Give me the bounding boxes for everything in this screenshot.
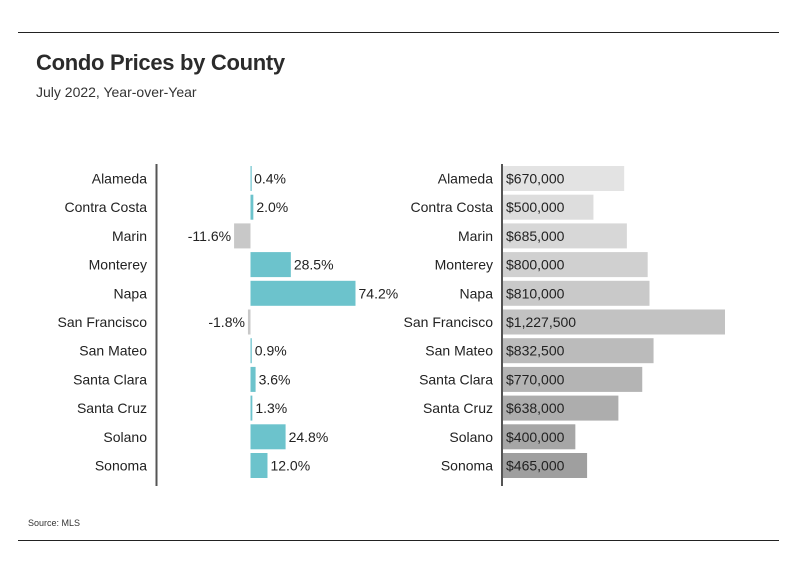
change-category-label-san-francisco: San Francisco [58,314,148,330]
change-category-label-san-mateo: San Mateo [79,343,147,359]
change-value-label-san-mateo: 0.9% [255,343,287,359]
change-category-label-santa-clara: Santa Clara [73,371,147,387]
price-value-label-santa-clara: $770,000 [506,371,565,387]
price-bar-san-francisco [503,309,725,335]
change-value-label-san-francisco: -1.8% [208,314,245,330]
change-category-label-contra-costa: Contra Costa [65,199,148,215]
change-bar-marin [234,223,251,249]
change-value-label-monterey: 28.5% [294,257,334,273]
change-bar-alameda [250,166,252,191]
change-value-label-marin: -11.6% [188,228,231,244]
price-category-label-monterey: Monterey [435,257,493,273]
change-bar-solano [250,424,286,450]
price-category-label-san-francisco: San Francisco [404,314,494,330]
change-value-label-solano: 24.8% [289,429,329,445]
price-category-label-alameda: Alameda [438,171,493,187]
price-bar-marin [503,223,627,249]
chart-title: Condo Prices by County [36,50,285,75]
change-value-label-santa-clara: 3.6% [259,371,291,387]
price-value-label-alameda: $670,000 [506,171,565,187]
price-value-label-san-mateo: $832,500 [506,343,565,359]
change-category-label-napa: Napa [114,285,148,301]
change-category-label-sonoma: Sonoma [95,458,147,474]
price-category-label-marin: Marin [458,228,493,244]
change-category-label-santa-cruz: Santa Cruz [77,400,147,416]
price-category-label-napa: Napa [460,285,494,301]
price-bar-san-mateo [503,338,654,364]
source-note: Source: MLS [28,518,81,528]
price-bar-solano [503,424,576,450]
price-bar-santa-cruz [503,395,619,421]
price-bar-monterey [503,252,648,278]
change-bar-san-mateo [250,338,252,364]
change-category-label-solano: Solano [103,429,147,445]
price-category-label-san-mateo: San Mateo [425,343,493,359]
change-value-label-sonoma: 12.0% [270,458,310,474]
price-bar-alameda [503,166,625,191]
price-value-label-san-francisco: $1,227,500 [506,314,576,330]
change-bar-san-francisco [247,309,251,335]
change-value-label-santa-cruz: 1.3% [255,400,287,416]
price-value-label-napa: $810,000 [506,285,565,301]
change-bar-contra-costa [250,194,254,220]
change-value-label-alameda: 0.4% [254,171,286,187]
change-value-label-napa: 74.2% [359,285,399,301]
price-bar-contra-costa [503,194,594,220]
price-value-label-solano: $400,000 [506,429,565,445]
price-bar-napa [503,280,650,306]
price-value-label-sonoma: $465,000 [506,458,565,474]
price-category-label-contra-costa: Contra Costa [411,199,494,215]
price-category-label-santa-clara: Santa Clara [419,371,493,387]
change-bar-sonoma [250,453,268,478]
top-rule [18,32,779,33]
change-category-label-alameda: Alameda [92,171,147,187]
price-value-label-santa-cruz: $638,000 [506,400,565,416]
chart-subtitle: July 2022, Year-over-Year [36,84,197,100]
change-value-label-contra-costa: 2.0% [256,199,288,215]
price-bar-santa-clara [503,366,643,392]
price-value-label-monterey: $800,000 [506,257,565,273]
change-category-label-monterey: Monterey [89,257,147,273]
price-bar-sonoma [503,453,588,478]
price-value-label-contra-costa: $500,000 [506,199,565,215]
price-category-label-sonoma: Sonoma [441,458,493,474]
change-bar-napa [250,280,356,306]
change-category-label-marin: Marin [112,228,147,244]
price-category-label-santa-cruz: Santa Cruz [423,400,493,416]
bottom-rule [18,540,779,541]
change-bar-santa-clara [250,366,256,392]
change-bar-monterey [250,252,291,278]
change-bar-santa-cruz [250,395,253,421]
price-category-label-solano: Solano [449,429,493,445]
price-value-label-marin: $685,000 [506,228,565,244]
